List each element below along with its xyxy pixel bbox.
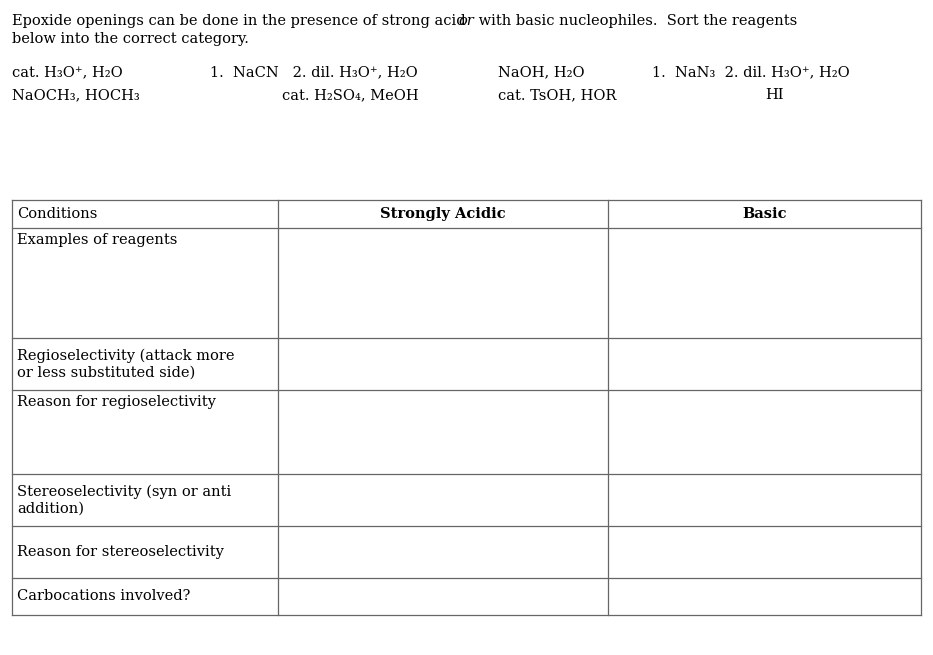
Text: Conditions: Conditions	[17, 207, 97, 221]
Text: Epoxide openings can be done in the presence of strong acid: Epoxide openings can be done in the pres…	[12, 14, 470, 28]
Text: HI: HI	[765, 88, 784, 102]
Text: Carbocations involved?: Carbocations involved?	[17, 590, 190, 603]
Text: NaOCH₃, HOCH₃: NaOCH₃, HOCH₃	[12, 88, 140, 102]
Text: Stereoselectivity (syn or anti
addition): Stereoselectivity (syn or anti addition)	[17, 485, 231, 515]
Text: Reason for stereoselectivity: Reason for stereoselectivity	[17, 545, 224, 559]
Text: Examples of reagents: Examples of reagents	[17, 233, 177, 247]
Text: NaOH, H₂O: NaOH, H₂O	[498, 65, 585, 79]
Text: with basic nucleophiles.  Sort the reagents: with basic nucleophiles. Sort the reagen…	[474, 14, 798, 28]
Text: cat. H₂SO₄, MeOH: cat. H₂SO₄, MeOH	[282, 88, 419, 102]
Text: Reason for regioselectivity: Reason for regioselectivity	[17, 395, 216, 409]
Text: Regioselectivity (attack more
or less substituted side): Regioselectivity (attack more or less su…	[17, 348, 234, 379]
Text: or: or	[458, 14, 474, 28]
Text: 1.  NaCN   2. dil. H₃O⁺, H₂O: 1. NaCN 2. dil. H₃O⁺, H₂O	[210, 65, 418, 79]
Text: cat. TsOH, HOR: cat. TsOH, HOR	[498, 88, 617, 102]
Text: Strongly Acidic: Strongly Acidic	[380, 207, 506, 221]
Text: below into the correct category.: below into the correct category.	[12, 32, 249, 46]
Text: Basic: Basic	[743, 207, 787, 221]
Text: 1.  NaN₃  2. dil. H₃O⁺, H₂O: 1. NaN₃ 2. dil. H₃O⁺, H₂O	[652, 65, 850, 79]
Text: cat. H₃O⁺, H₂O: cat. H₃O⁺, H₂O	[12, 65, 123, 79]
